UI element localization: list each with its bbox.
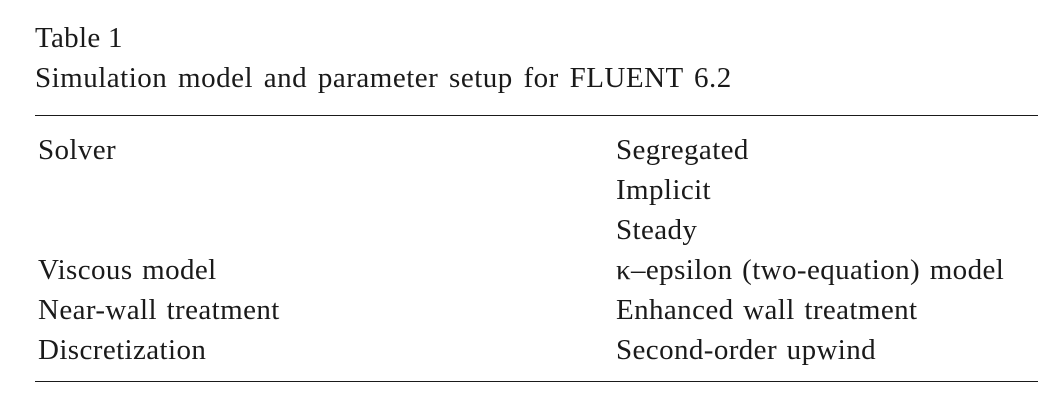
table-bottom-rule — [35, 381, 1038, 382]
table-row: Implicit — [0, 170, 1059, 210]
table-body: Solver Segregated Implicit Steady Viscou… — [0, 130, 1059, 370]
table-row: Viscous model κ–epsilon (two-equation) m… — [0, 250, 1059, 290]
table-top-rule — [35, 115, 1038, 116]
table-cell-value: Second-order upwind — [616, 334, 877, 366]
table-row: Steady — [0, 210, 1059, 250]
table-cell-value: Segregated — [616, 134, 749, 166]
table-cell-parameter: Discretization — [38, 334, 207, 366]
table-cell-value: Steady — [616, 214, 698, 246]
table-caption-label: Table 1 — [35, 22, 123, 54]
table-cell-value: Enhanced wall treatment — [616, 294, 918, 326]
table-cell-parameter: Solver — [38, 134, 117, 166]
table-cell-value: Implicit — [616, 174, 712, 206]
table-row: Near-wall treatment Enhanced wall treatm… — [0, 290, 1059, 330]
table-cell-parameter: Near-wall treatment — [38, 294, 280, 326]
table-row: Solver Segregated — [0, 130, 1059, 170]
table-cell-parameter: Viscous model — [38, 254, 217, 286]
table-cell-value: κ–epsilon (two-equation) model — [616, 254, 1005, 286]
table-caption-title: Simulation model and parameter setup for… — [35, 62, 732, 94]
table-row: Discretization Second-order upwind — [0, 330, 1059, 370]
